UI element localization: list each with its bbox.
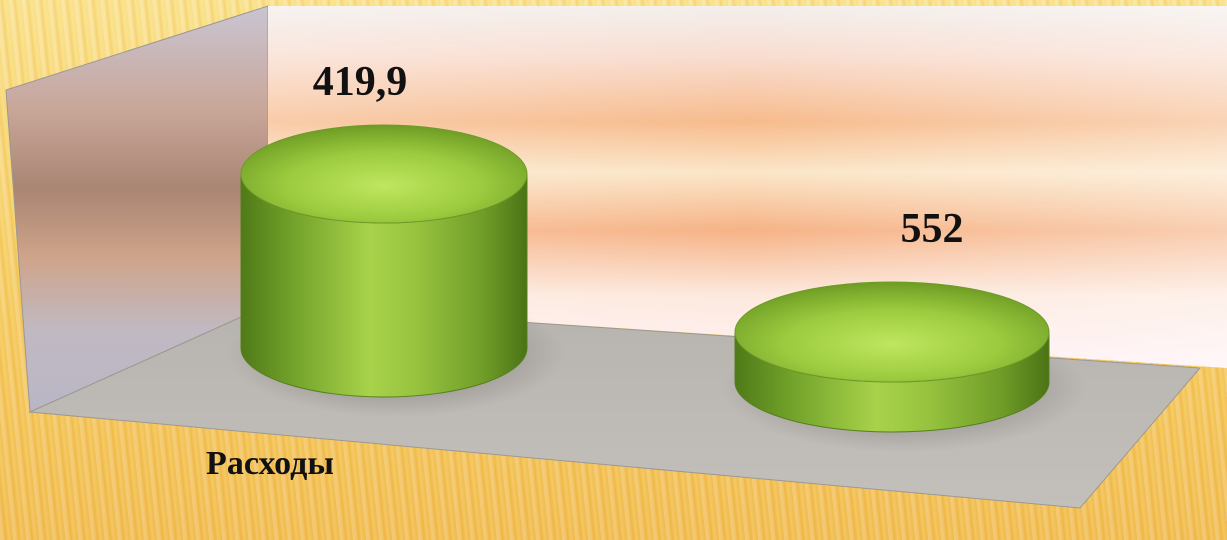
bar-2 [721,281,1087,452]
data-label-2: 552 [901,206,964,252]
data-labels-group: 419,9 552 [313,59,964,252]
bar-top-cap [734,281,1050,383]
bar-top-cap [240,124,528,224]
data-label-1: 419,9 [313,59,408,105]
bars-group [227,124,1087,452]
category-labels-group: Расходы [206,445,334,482]
bar-1 [227,124,565,417]
category-label-1: Расходы [206,445,334,482]
plot-walls [5,5,1227,509]
